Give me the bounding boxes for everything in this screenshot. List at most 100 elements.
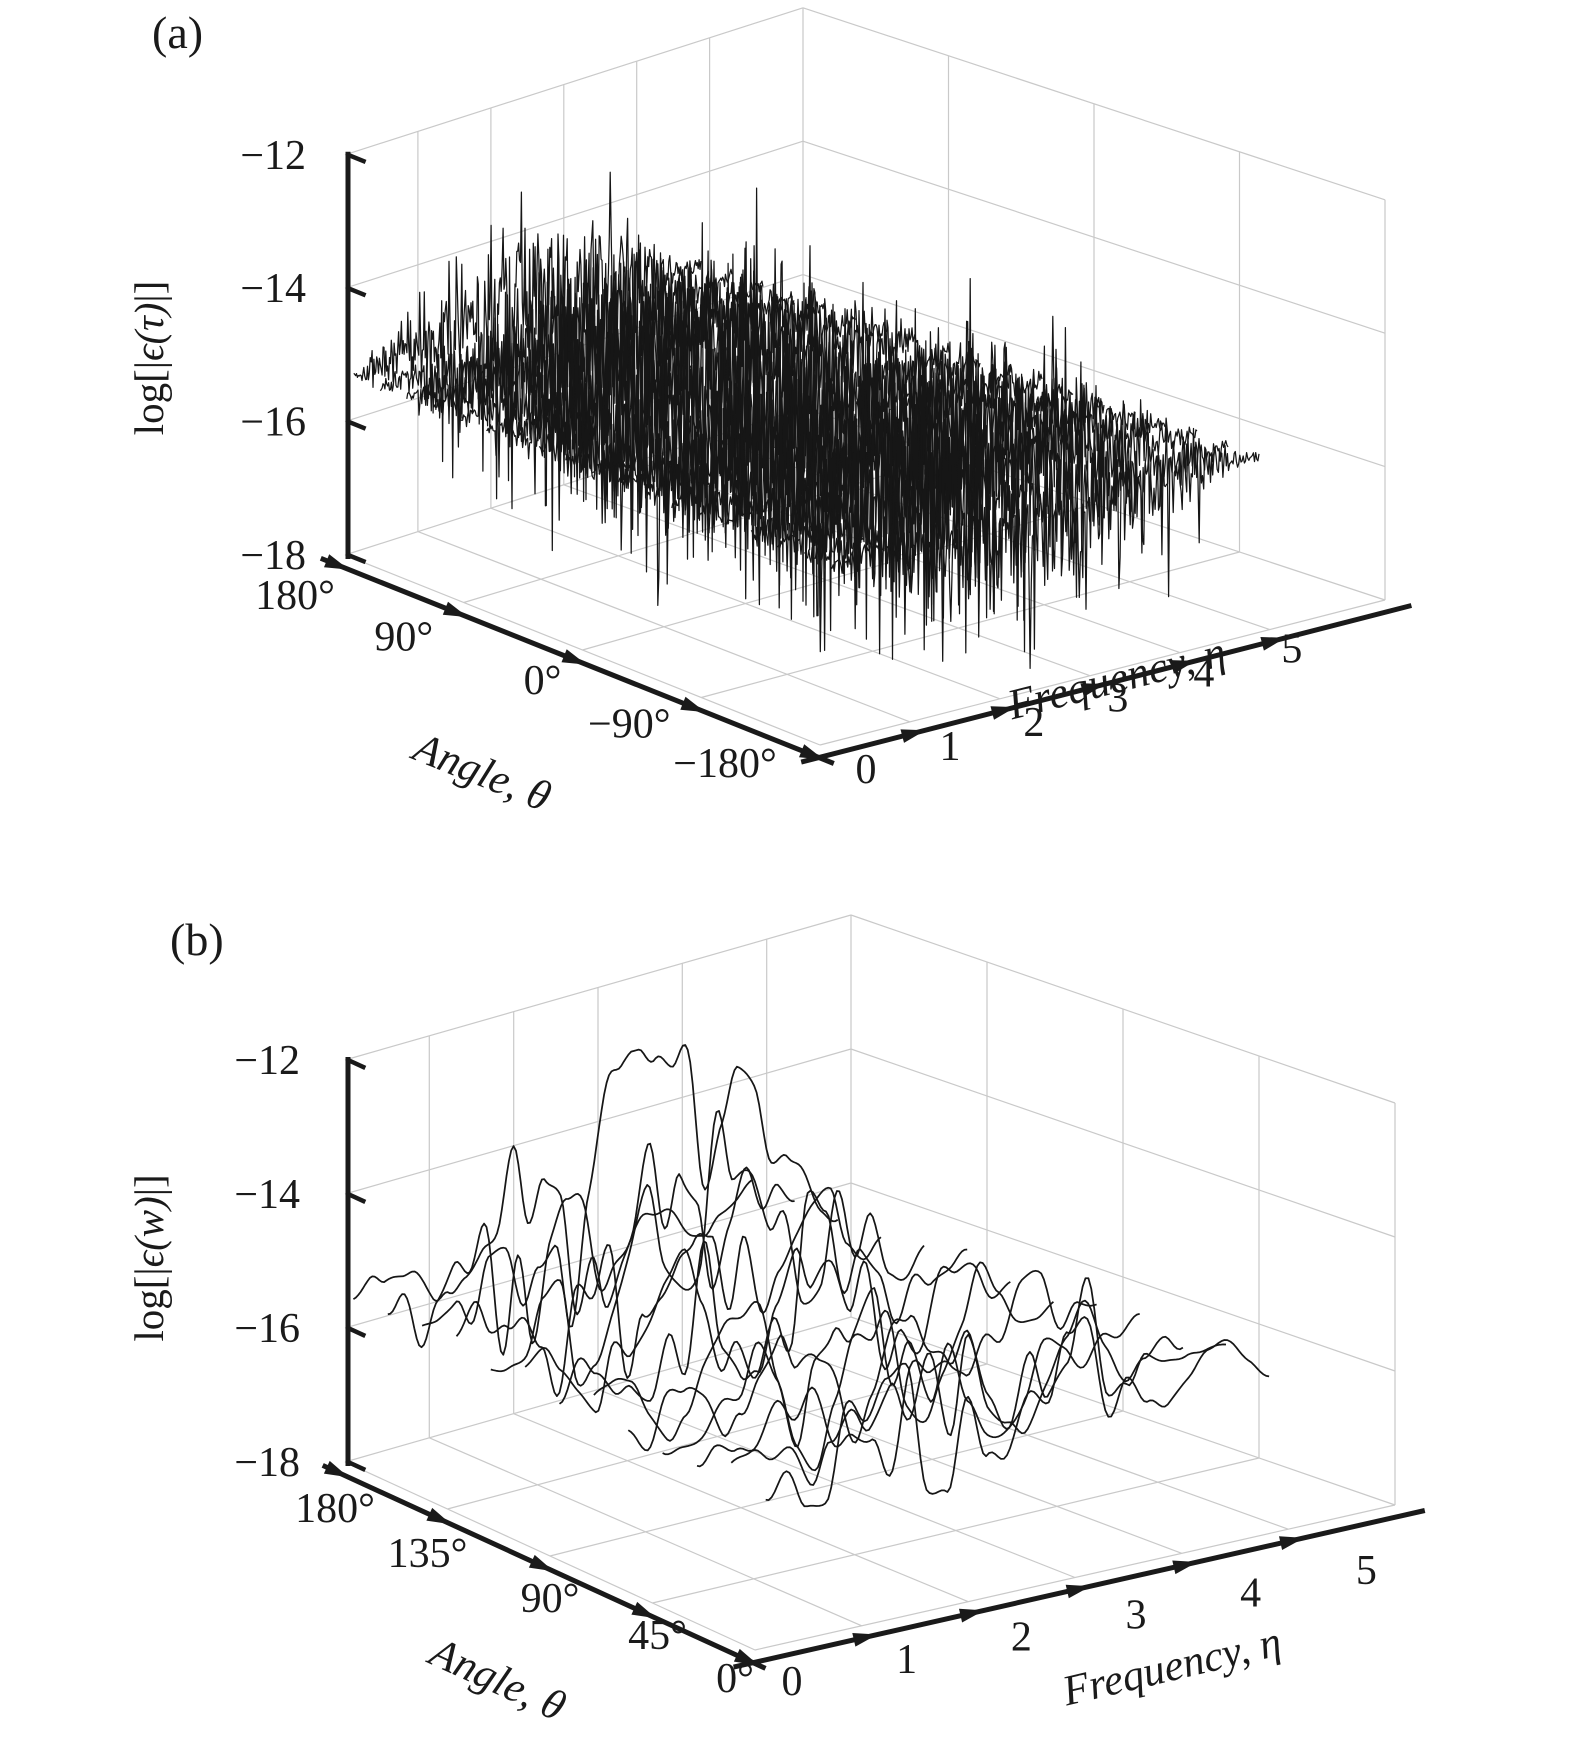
axes-b bbox=[321, 1057, 1426, 1671]
backwall-gridline bbox=[344, 140, 804, 289]
angle-axis-tick-arrow bbox=[426, 1507, 452, 1525]
z-axis-label: log[|ϵ(w)|] bbox=[126, 1174, 172, 1341]
angle-tick-label: 45° bbox=[628, 1613, 687, 1659]
angle-axis-label: Angle, θ bbox=[420, 1627, 572, 1730]
z-axis-label-prefix: log[| bbox=[126, 1267, 172, 1341]
angle-axis-tick-arrow bbox=[631, 1601, 657, 1619]
error-trace bbox=[593, 1261, 1055, 1448]
traces-b bbox=[352, 1044, 1270, 1508]
z-tick-label: −14 bbox=[240, 266, 306, 312]
rightwall-gridline bbox=[850, 914, 1396, 1104]
frequency-axis-tick-arrow bbox=[1170, 660, 1196, 674]
angle-axis-tick-arrow bbox=[561, 649, 587, 665]
error-trace bbox=[696, 1299, 1184, 1477]
z-axis-tick bbox=[347, 1057, 367, 1070]
z-axis-tick bbox=[347, 286, 367, 298]
angle-tick-label: 135° bbox=[388, 1531, 468, 1577]
angle-axis-tick-arrow bbox=[323, 1460, 349, 1478]
z-axis-tick bbox=[347, 552, 367, 565]
z-axis-label-suffix: |] bbox=[126, 281, 172, 303]
rightwall-gridline bbox=[850, 1182, 1396, 1372]
frequency-axis-label: Frequency, η bbox=[1057, 1618, 1286, 1715]
z-tick-label: −12 bbox=[240, 133, 306, 179]
error-trace bbox=[830, 397, 1260, 662]
frequency-tick-label: 1 bbox=[939, 724, 960, 770]
frequency-axis-tick-arrow bbox=[1260, 637, 1286, 651]
floor-edge bbox=[850, 1316, 1396, 1506]
frequency-axis-tick-arrow bbox=[990, 706, 1016, 720]
error-trace bbox=[490, 1110, 925, 1387]
error-trace bbox=[379, 252, 733, 507]
angle-axis-tick-arrow bbox=[528, 1554, 554, 1572]
frequency-axis-tick-arrow bbox=[959, 1608, 984, 1623]
floor-edge bbox=[819, 599, 1386, 746]
z-tick-label: −14 bbox=[234, 1172, 300, 1218]
rightwall-gridline bbox=[802, 140, 1386, 334]
floor-gridline bbox=[701, 551, 1240, 699]
angle-axis-tick-arrow bbox=[324, 554, 349, 570]
floor-gridline bbox=[447, 1363, 988, 1510]
error-trace bbox=[750, 340, 1167, 660]
error-trace bbox=[352, 1145, 753, 1316]
z-axis-tick bbox=[347, 1325, 367, 1338]
frequency-tick-label: 5 bbox=[1281, 627, 1302, 673]
angle-tick-label: −90° bbox=[588, 702, 670, 748]
frequency-axis-tick-arrow bbox=[900, 729, 926, 743]
panel-tag: (b) bbox=[170, 914, 224, 965]
panel-tag: (a) bbox=[152, 7, 203, 58]
z-axis-label-variable: ϵ(τ) bbox=[126, 303, 172, 362]
backwall-gridline bbox=[344, 1048, 852, 1195]
angle-tick-label: 180° bbox=[255, 573, 335, 619]
frequency-axis-tick-arrow bbox=[1172, 1560, 1198, 1575]
backwall-gridline bbox=[344, 1182, 852, 1329]
frequency-tick-label: 3 bbox=[1107, 676, 1128, 722]
backwall-gridline bbox=[344, 7, 804, 156]
z-axis-label-prefix: log[| bbox=[126, 361, 172, 435]
error-trace bbox=[730, 1277, 1227, 1486]
z-axis-label-suffix: |] bbox=[126, 1174, 172, 1196]
frequency-tick-label: 5 bbox=[1356, 1548, 1377, 1594]
error-trace bbox=[538, 241, 919, 585]
grid-b bbox=[344, 914, 1396, 1651]
frequency-tick-label: 0 bbox=[782, 1659, 803, 1705]
frequency-tick-label: 0 bbox=[856, 747, 877, 793]
floor-gridline bbox=[549, 1410, 1124, 1557]
error-trace bbox=[662, 1287, 1140, 1472]
rightwall-gridline bbox=[850, 1048, 1396, 1238]
frequency-tick-label: 2 bbox=[1023, 700, 1044, 746]
error-trace bbox=[765, 1316, 1270, 1508]
error-trace bbox=[558, 1240, 1011, 1405]
error-trace bbox=[421, 1044, 839, 1328]
angle-axis-tick-arrow bbox=[680, 696, 706, 713]
backwall-gridline bbox=[344, 914, 852, 1061]
rightwall-gridline bbox=[802, 7, 1386, 201]
angle-tick-label: 180° bbox=[295, 1486, 375, 1532]
axes-a bbox=[319, 151, 1413, 766]
floor-edge bbox=[344, 554, 821, 746]
frequency-tick-label: 1 bbox=[896, 1637, 917, 1683]
frequency-axis-tick-arrow bbox=[852, 1633, 878, 1647]
angle-tick-label: 90° bbox=[374, 615, 433, 661]
frequency-axis-tick-arrow bbox=[1065, 1584, 1091, 1599]
z-axis-tick bbox=[347, 152, 367, 164]
angle-axis-tick-arrow bbox=[442, 601, 468, 618]
z-tick-label: −12 bbox=[234, 1038, 300, 1084]
z-axis-tick bbox=[347, 419, 367, 431]
z-axis-tick bbox=[347, 1191, 367, 1204]
z-tick-label: −18 bbox=[240, 533, 306, 579]
angle-tick-label: 90° bbox=[521, 1576, 580, 1622]
frequency-tick-label: 4 bbox=[1240, 1570, 1261, 1616]
floor-edge bbox=[754, 1504, 1396, 1651]
angle-axis-label: Angle, θ bbox=[404, 723, 557, 821]
angle-tick-label: −180° bbox=[673, 741, 776, 787]
rightwall-gridline bbox=[802, 274, 1386, 468]
frequency-axis-tick-arrow bbox=[1279, 1536, 1304, 1550]
z-axis-tick bbox=[347, 1459, 367, 1472]
floor-edge bbox=[344, 1461, 756, 1651]
z-axis-label: log[|ϵ(τ)|] bbox=[126, 281, 172, 436]
z-tick-label: −16 bbox=[240, 400, 306, 446]
